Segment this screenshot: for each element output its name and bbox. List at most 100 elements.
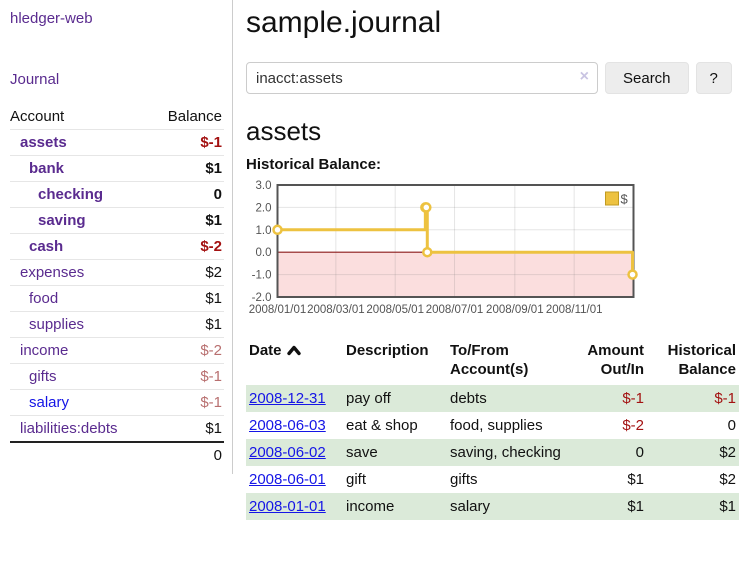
help-button[interactable]: ? [695,62,732,94]
transaction-date-link[interactable]: 2008-01-01 [249,498,326,515]
svg-text:2008/09/01: 2008/09/01 [486,304,544,316]
transaction-description: pay off [346,390,391,407]
app-title: hledger-web [10,10,224,27]
account-link-assets[interactable]: assets [20,134,67,151]
account-link-checking[interactable]: checking [38,186,104,203]
svg-text:-2.0: -2.0 [252,292,272,304]
search-form: × Search ? [246,62,739,94]
account-row: bank $1 [10,155,224,182]
account-balance: $1 [151,285,224,312]
app-title-link[interactable]: hledger-web [10,10,93,27]
transaction-balance: $2 [719,444,736,461]
accounts-total-balance: 0 [151,441,224,468]
clear-search-icon[interactable]: × [579,68,589,85]
transaction-accounts: gifts [450,471,478,488]
transaction-description: save [346,444,378,461]
register-header-balance: Historical Balance [667,342,736,378]
svg-text:3.0: 3.0 [256,180,272,192]
transaction-accounts: food, supplies [450,417,543,434]
account-balance: $1 [151,311,224,338]
page-title: sample.journal [246,6,442,39]
transaction-balance: $1 [719,498,736,515]
account-row: income $-2 [10,337,224,364]
account-row: cash $-2 [10,233,224,260]
account-link-liabilities-debts[interactable]: liabilities:debts [20,420,118,437]
sidebar-item-journal[interactable]: Journal [10,71,60,88]
account-link-income[interactable]: income [20,342,69,359]
main-content: sample.journal × Search ? assets Histori… [233,0,742,520]
transaction-accounts: salary [450,498,491,515]
account-link-gifts[interactable]: gifts [29,368,57,385]
register-header-description: Description [346,342,429,359]
transaction-amount: $1 [627,498,644,515]
account-balance: $1 [151,415,224,443]
transaction-date-link[interactable]: 2008-06-03 [249,417,326,434]
account-row: gifts $-1 [10,363,224,390]
transaction-accounts: debts [450,390,487,407]
transaction-description: income [346,498,395,515]
accounts-header-account: Account [10,104,152,130]
svg-text:2008/07/01: 2008/07/01 [426,304,484,316]
account-balance: $-2 [151,337,224,364]
transaction-amount: $-2 [622,417,644,434]
register-row: 2008-06-03 eat & shop food, supplies $-2… [246,412,739,439]
account-link-salary[interactable]: salary [29,394,70,411]
account-balance: $2 [151,259,224,286]
sidebar: hledger-web Journal Account Balance asse… [0,0,233,474]
transaction-balance: $2 [719,471,736,488]
register-row: 2008-01-01 income salary $1 $1 [246,493,739,520]
account-balance: $1 [151,155,224,182]
account-link-saving[interactable]: saving [38,212,86,229]
accounts-header-balance: Balance [151,104,224,130]
account-row: food $1 [10,285,224,312]
account-heading: assets [246,116,322,146]
transaction-date-link[interactable]: 2008-06-02 [249,444,326,461]
account-link-cash[interactable]: cash [29,238,64,255]
account-row: saving $1 [10,207,224,234]
transaction-date-link[interactable]: 2008-12-31 [249,390,326,407]
svg-text:2008/01/01: 2008/01/01 [249,304,307,316]
account-row: supplies $1 [10,311,224,338]
account-balance: $-1 [151,363,224,390]
account-balance: $-1 [151,389,224,416]
accounts-table: Account Balance assets $-1 bank $1 check… [10,104,224,468]
svg-text:$: $ [621,192,629,207]
account-link-bank[interactable]: bank [29,160,65,177]
account-balance: $-1 [151,129,224,156]
transaction-amount: $-1 [622,390,644,407]
account-row: checking 0 [10,181,224,208]
register-header-amount: Amount Out/In [587,342,644,378]
svg-text:2008/03/01: 2008/03/01 [307,304,365,316]
balance-chart: $3.0 2.0 1.0 0.0 -1.0 -2.0 2008/01/01 2008/03/0… [246,179,739,329]
account-row: assets $-1 [10,129,224,156]
accounts-total-row: 0 [10,441,224,468]
svg-text:1.0: 1.0 [256,225,272,237]
account-link-food[interactable]: food [29,290,59,307]
register-row: 2008-06-01 gift gifts $1 $2 [246,466,739,493]
page: hledger-web Journal Account Balance asse… [0,0,742,520]
chart-heading: Historical Balance: [246,156,382,173]
search-input[interactable] [246,62,598,94]
register-table: Date Description To/From Account(s) Amou… [246,339,739,520]
search-button[interactable]: Search [605,62,689,94]
register-row: 2008-12-31 pay off debts $-1 $-1 [246,385,739,412]
account-row: liabilities:debts $1 [10,415,224,443]
transaction-description: gift [346,471,367,488]
accounts-header-row: Account Balance [10,104,224,130]
svg-text:2008/05/01: 2008/05/01 [366,304,424,316]
svg-text:0.0: 0.0 [256,247,272,259]
transaction-date-link[interactable]: 2008-06-01 [249,471,326,488]
account-link-expenses[interactable]: expenses [20,264,85,281]
account-link-supplies[interactable]: supplies [29,316,85,333]
transaction-description: eat & shop [346,417,418,434]
svg-text:2.0: 2.0 [256,202,272,214]
sort-by-date-link[interactable]: Date [249,341,301,360]
account-balance: $-2 [151,233,224,260]
transaction-amount: $1 [627,471,644,488]
svg-text:2008/11/01: 2008/11/01 [546,304,603,316]
register-header-accounts: To/From Account(s) [450,342,529,378]
account-row: salary $-1 [10,389,224,416]
transaction-balance: $-1 [714,390,736,407]
transaction-accounts: saving, checking [450,444,561,461]
